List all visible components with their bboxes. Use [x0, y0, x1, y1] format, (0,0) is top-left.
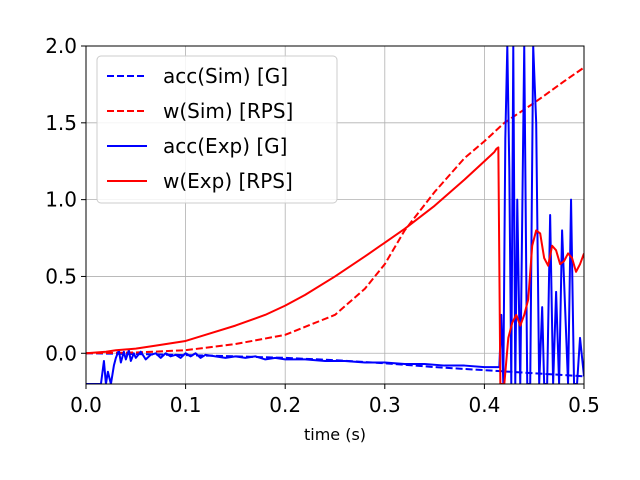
y-tick-label: 0.5 — [45, 264, 77, 288]
x-tick-label: 0.3 — [369, 393, 401, 417]
legend-box — [96, 55, 338, 204]
y-tick-label: 2.0 — [45, 34, 77, 58]
y-tick-label: 0.0 — [45, 341, 77, 365]
x-tick-label: 0.4 — [468, 393, 500, 417]
legend-entry-label: w(Exp) [RPS] — [163, 169, 293, 193]
series-line-w-exp-rps — [86, 146, 584, 384]
plot-area — [86, 46, 584, 384]
legend-entry-label: acc(Sim) [G] — [163, 64, 288, 88]
series-line-w-sim-rps — [86, 66, 584, 355]
x-tick-label: 0.5 — [568, 393, 600, 417]
y-tick-label: 1.5 — [45, 111, 77, 135]
legend: acc(Sim) [G] w(Sim) [RPS] acc(Exp) [G] w(Ex… — [96, 55, 338, 204]
axis-ticks: 0.0 0.1 0.2 0.3 0.4 0.5 0.0 0.5 1.0 1.5 2.0 — [45, 34, 600, 417]
x-tick-label: 0.0 — [70, 393, 102, 417]
legend-entry-label: acc(Exp) [G] — [163, 134, 287, 158]
y-tick-label: 1.0 — [45, 188, 77, 212]
x-axis-label: time (s) — [304, 425, 366, 444]
x-tick-label: 0.1 — [170, 393, 202, 417]
x-tick-label: 0.2 — [269, 393, 301, 417]
plot-frame — [85, 45, 585, 385]
legend-entry-label: w(Sim) [RPS] — [163, 99, 293, 123]
series-line-acc-exp-g — [86, 46, 584, 384]
